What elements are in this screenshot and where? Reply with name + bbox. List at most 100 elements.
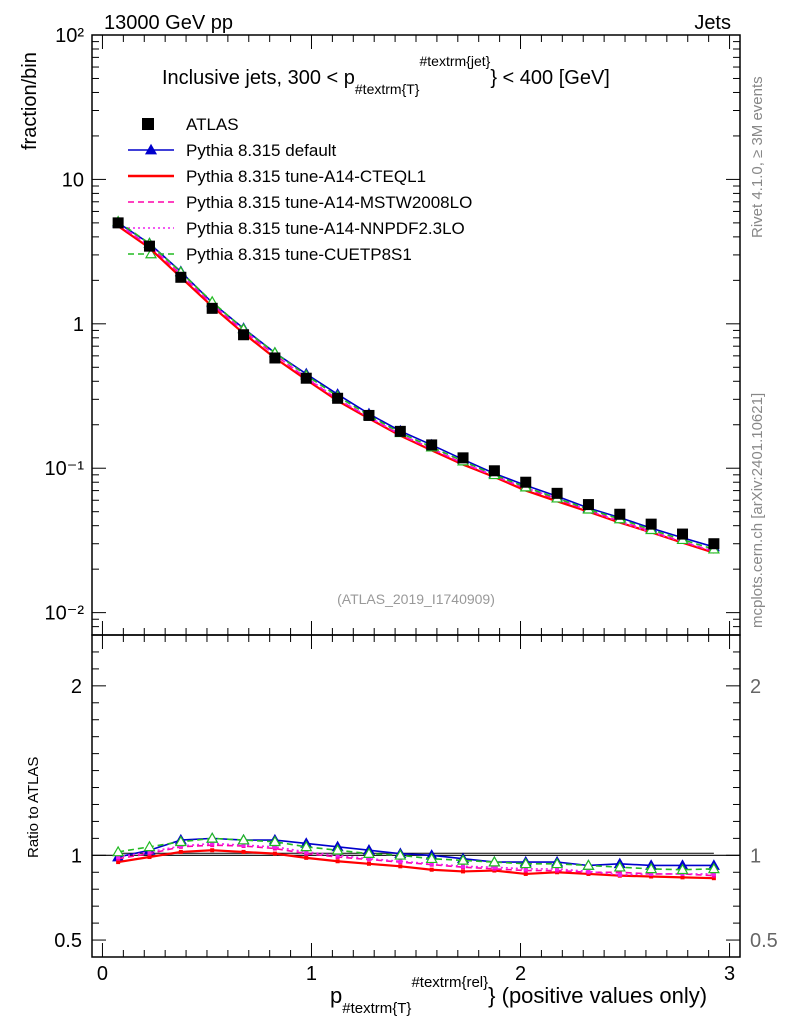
ratio-marker-4 <box>237 833 250 845</box>
atlas-point <box>551 487 563 499</box>
atlas-point <box>112 217 124 229</box>
ratio-marker-4 <box>143 840 156 852</box>
ratio-point-3 <box>711 871 716 876</box>
legend-label-atlas: ATLAS <box>186 115 239 134</box>
ratio-y-tick-label-right: 2 <box>750 676 761 698</box>
atlas-point <box>457 452 469 464</box>
legend: ATLAS Pythia 8.315 default Pythia 8.315 tu… <box>128 115 472 264</box>
chart-title-tail: } < 400 [GeV] <box>490 67 610 89</box>
atlas-point <box>582 499 594 511</box>
ratio-marker-4 <box>645 862 658 874</box>
atlas-point <box>175 271 187 283</box>
ratio-y-axis-label: Ratio to ATLAS <box>25 757 42 858</box>
ratio-point-3 <box>555 866 560 871</box>
legend-label-4: Pythia 8.315 tune-CUETP8S1 <box>186 245 412 264</box>
ratio-point-3 <box>617 872 622 877</box>
ratio-point-3 <box>210 841 215 846</box>
x-axis-label: p#textrm{T}#textrm{rel}} (positive value… <box>330 974 707 1017</box>
atlas-point <box>269 352 281 364</box>
ratio-point-1 <box>178 849 183 854</box>
atlas-point <box>300 372 312 384</box>
ratio-marker-4 <box>300 840 313 852</box>
legend-label-3: Pythia 8.315 tune-A14-NNPDF2.3LO <box>186 219 465 238</box>
ratio-point-3 <box>304 849 309 854</box>
y-tick-label: 10² <box>55 25 84 47</box>
y-tick-label: 10⁻¹ <box>45 458 85 480</box>
header-right: Jets <box>694 12 731 34</box>
y-tick-label: 10⁻² <box>45 603 85 625</box>
atlas-point <box>708 538 720 550</box>
ratio-point-3 <box>649 871 654 876</box>
x-axis-label-sup: #textrm{rel} <box>411 974 488 991</box>
mcplots-label: mcplots.cern.ch [arXiv:2401.10621] <box>749 393 766 628</box>
ratio-marker-4 <box>582 859 595 870</box>
legend-label-2: Pythia 8.315 tune-A14-MSTW2008LO <box>186 193 472 212</box>
chart-title-sup: #textrm{jet} <box>419 53 490 69</box>
ratio-point-1 <box>649 874 654 879</box>
ratio-marker-4 <box>519 857 532 869</box>
ratio-line-3 <box>118 842 714 876</box>
ratio-point-1 <box>116 860 121 865</box>
atlas-point <box>363 409 375 421</box>
header-left: 13000 GeV pp <box>104 12 233 34</box>
ratio-point-3 <box>241 843 246 848</box>
x-axis-label-main: p <box>330 983 342 1008</box>
ratio-point-1 <box>241 849 246 854</box>
x-tick-label: 1 <box>306 963 317 985</box>
ratio-point-1 <box>398 864 403 869</box>
ratio-marker-4 <box>676 863 689 875</box>
x-axis-label-sub: #textrm{T} <box>342 1000 411 1017</box>
ratio-point-1 <box>680 875 685 880</box>
ratio-marker-4 <box>331 844 344 855</box>
ratio-y-tick-label: 2 <box>71 676 82 698</box>
ratio-marker-4 <box>394 849 407 860</box>
chart-title-sub: #textrm{T} <box>355 81 420 97</box>
ratio-marker-4 <box>551 857 564 869</box>
legend-label-0: Pythia 8.315 default <box>186 141 337 160</box>
x-axis-label-tail: } (positive values only) <box>488 983 707 1008</box>
atlas-point <box>426 439 438 451</box>
ratio-point-2 <box>617 870 622 875</box>
atlas-point <box>488 465 500 477</box>
atlas-point <box>332 392 344 404</box>
ratio-marker-4 <box>112 845 125 857</box>
ratio-point-1 <box>147 855 152 860</box>
ratio-point-3 <box>492 865 497 870</box>
main-axis-ticks: 10⁻² 10⁻¹ 1 10 10² <box>45 25 740 636</box>
chart-title-main: Inclusive jets, 300 < p <box>162 67 355 89</box>
rivet-label: Rivet 4.1.0, ≥ 3M events <box>749 76 766 238</box>
ratio-point-3 <box>461 864 466 869</box>
ratio-point-1 <box>210 848 215 853</box>
legend-marker-0 <box>144 143 158 155</box>
ratio-marker-4 <box>206 832 219 843</box>
ratio-point-3 <box>272 844 277 849</box>
ratio-point-3 <box>147 849 152 854</box>
legend-label-1: Pythia 8.315 tune-A14-CTEQL1 <box>186 167 426 186</box>
ratio-marker-4 <box>456 854 470 865</box>
ratio-point-3 <box>398 859 403 864</box>
ratio-point-1 <box>711 876 716 881</box>
ratio-point-3 <box>335 853 340 858</box>
ratio-line-1 <box>117 849 714 880</box>
ratio-line-4 <box>118 837 714 871</box>
atlas-point <box>645 518 657 530</box>
atlas-point <box>238 329 250 341</box>
ratio-point-1 <box>366 861 371 866</box>
atlas-point <box>394 425 406 437</box>
atlas-point <box>143 240 155 252</box>
ratio-axis-ticks: 0.5 0.5 1 1 2 2 0 1 2 3 <box>54 634 778 985</box>
atlas-point <box>206 302 218 314</box>
ratio-point-1 <box>461 869 466 874</box>
x-tick-label: 0 <box>97 963 108 985</box>
ratio-point-3 <box>116 855 121 860</box>
ratio-y-tick-label: 0.5 <box>54 930 82 952</box>
atlas-point <box>677 528 689 540</box>
y-axis-label: fraction/bin <box>19 52 41 150</box>
ratio-line-2 <box>118 844 714 877</box>
ratio-point-1 <box>335 859 340 864</box>
ratio-marker-4 <box>268 835 281 847</box>
ratio-point-1 <box>523 871 528 876</box>
x-tick-label: 2 <box>515 963 526 985</box>
